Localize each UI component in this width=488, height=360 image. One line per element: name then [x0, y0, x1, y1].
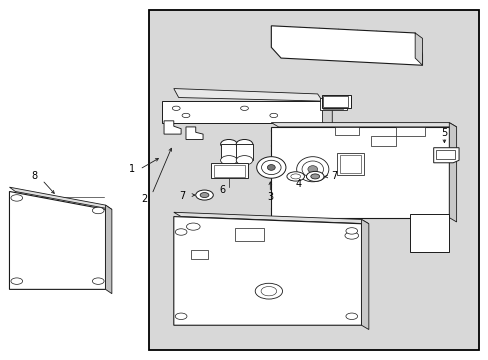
Ellipse shape	[195, 190, 213, 200]
Bar	[321, 95, 350, 108]
Ellipse shape	[290, 174, 300, 179]
Ellipse shape	[345, 313, 357, 319]
Ellipse shape	[267, 165, 275, 170]
Bar	[334, 127, 358, 135]
Text: 7: 7	[179, 191, 185, 201]
Ellipse shape	[236, 139, 252, 149]
Text: 6: 6	[219, 185, 225, 195]
Ellipse shape	[306, 171, 324, 181]
Polygon shape	[9, 192, 105, 289]
Bar	[323, 96, 347, 107]
Ellipse shape	[261, 160, 281, 175]
Polygon shape	[433, 148, 458, 163]
Polygon shape	[361, 220, 368, 329]
Bar	[370, 136, 395, 146]
Ellipse shape	[186, 223, 200, 230]
Polygon shape	[322, 101, 331, 126]
Ellipse shape	[172, 106, 180, 111]
Ellipse shape	[255, 283, 282, 299]
Ellipse shape	[302, 161, 323, 177]
Text: 2: 2	[141, 194, 147, 204]
Text: 7: 7	[331, 171, 337, 181]
Polygon shape	[414, 33, 422, 65]
Ellipse shape	[307, 166, 317, 173]
Text: 5: 5	[440, 129, 447, 138]
Bar	[320, 98, 346, 110]
Ellipse shape	[220, 156, 237, 165]
Ellipse shape	[286, 172, 304, 181]
Ellipse shape	[269, 113, 277, 118]
Ellipse shape	[240, 106, 248, 111]
Polygon shape	[9, 187, 112, 210]
Polygon shape	[448, 123, 456, 222]
Bar	[409, 214, 448, 252]
Text: 8: 8	[32, 171, 38, 181]
Ellipse shape	[11, 278, 22, 284]
Ellipse shape	[182, 113, 189, 118]
Ellipse shape	[175, 313, 186, 319]
Ellipse shape	[236, 156, 252, 165]
Bar	[435, 150, 454, 159]
Text: 1: 1	[129, 164, 135, 174]
Polygon shape	[173, 212, 368, 224]
Text: 3: 3	[267, 192, 273, 202]
Ellipse shape	[92, 207, 104, 214]
Polygon shape	[173, 89, 322, 101]
Ellipse shape	[200, 193, 208, 198]
Bar	[336, 153, 363, 175]
Bar	[149, 10, 478, 350]
Bar	[395, 127, 424, 136]
Polygon shape	[185, 127, 203, 139]
Ellipse shape	[296, 157, 328, 182]
Polygon shape	[173, 217, 361, 325]
Bar	[190, 250, 207, 259]
Ellipse shape	[310, 174, 319, 179]
Ellipse shape	[261, 287, 276, 296]
Ellipse shape	[344, 232, 358, 239]
Polygon shape	[271, 123, 456, 127]
Ellipse shape	[220, 139, 237, 149]
Polygon shape	[161, 101, 322, 123]
Text: 4: 4	[294, 179, 301, 189]
Ellipse shape	[11, 195, 22, 201]
Polygon shape	[105, 205, 112, 294]
Bar	[234, 228, 264, 241]
Ellipse shape	[345, 228, 357, 234]
Bar	[213, 165, 244, 177]
Bar	[236, 144, 252, 160]
Bar	[220, 144, 237, 160]
Polygon shape	[163, 121, 181, 134]
Bar	[322, 100, 343, 109]
Polygon shape	[271, 26, 422, 65]
Bar	[339, 155, 360, 173]
Ellipse shape	[256, 157, 285, 178]
Ellipse shape	[175, 229, 186, 235]
Bar	[211, 163, 247, 178]
Polygon shape	[271, 127, 448, 218]
Ellipse shape	[92, 278, 104, 284]
